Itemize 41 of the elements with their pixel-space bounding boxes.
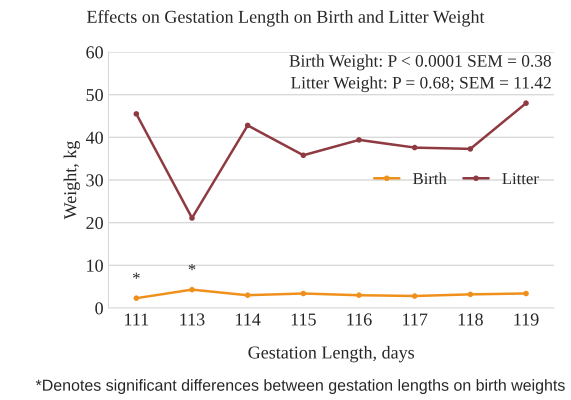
x-tick-label: 117 (403, 313, 428, 326)
point (189, 215, 195, 221)
point (523, 100, 529, 106)
y-tick-label: 30 (86, 174, 103, 186)
y-tick-label: 40 (86, 132, 103, 144)
point (300, 290, 306, 296)
x-tick-label: 114 (236, 313, 261, 326)
y-tick-label: 0 (95, 302, 103, 314)
point (412, 144, 418, 150)
x-tick-label: 119 (514, 313, 538, 326)
legend-label: Birth (413, 172, 447, 184)
point (468, 146, 474, 152)
point (134, 111, 140, 117)
point (134, 295, 140, 301)
y-tick-label: 50 (86, 88, 103, 102)
x-tick-label: 113 (180, 313, 204, 326)
x-tick-label: 115 (292, 313, 316, 326)
point (244, 122, 250, 128)
point (244, 292, 250, 298)
annotation: * (132, 272, 140, 279)
y-tick-label: 10 (87, 260, 103, 272)
x-tick-label: 116 (347, 313, 372, 326)
annotation: * (188, 264, 196, 270)
text: *Denotes significant differences between gestation lengths on birth weights (36, 379, 565, 394)
point (300, 152, 306, 158)
point (189, 286, 195, 292)
legend-label: Litter (502, 173, 539, 184)
annotation: Birth Weight: P < 0.0001 SEM = 0.38 (289, 54, 551, 70)
x-tick-label: 111 (125, 313, 148, 326)
annotation: Litter Weight: P = 0.68; SEM = 11.42 (291, 76, 551, 92)
point (356, 292, 362, 298)
point (356, 137, 362, 143)
point (523, 290, 529, 296)
chart-title: Effects on Gestation Length on Birth and Litter Weight (86, 10, 484, 27)
x-axis-title: Gestation Length, days (248, 346, 414, 362)
point (468, 292, 474, 298)
x-tick-label: 118 (458, 313, 483, 326)
point (412, 293, 418, 299)
y-tick-label: 20 (86, 216, 103, 230)
y-axis-title: Weight, kg (64, 140, 80, 220)
y-tick-label: 60 (86, 46, 103, 58)
